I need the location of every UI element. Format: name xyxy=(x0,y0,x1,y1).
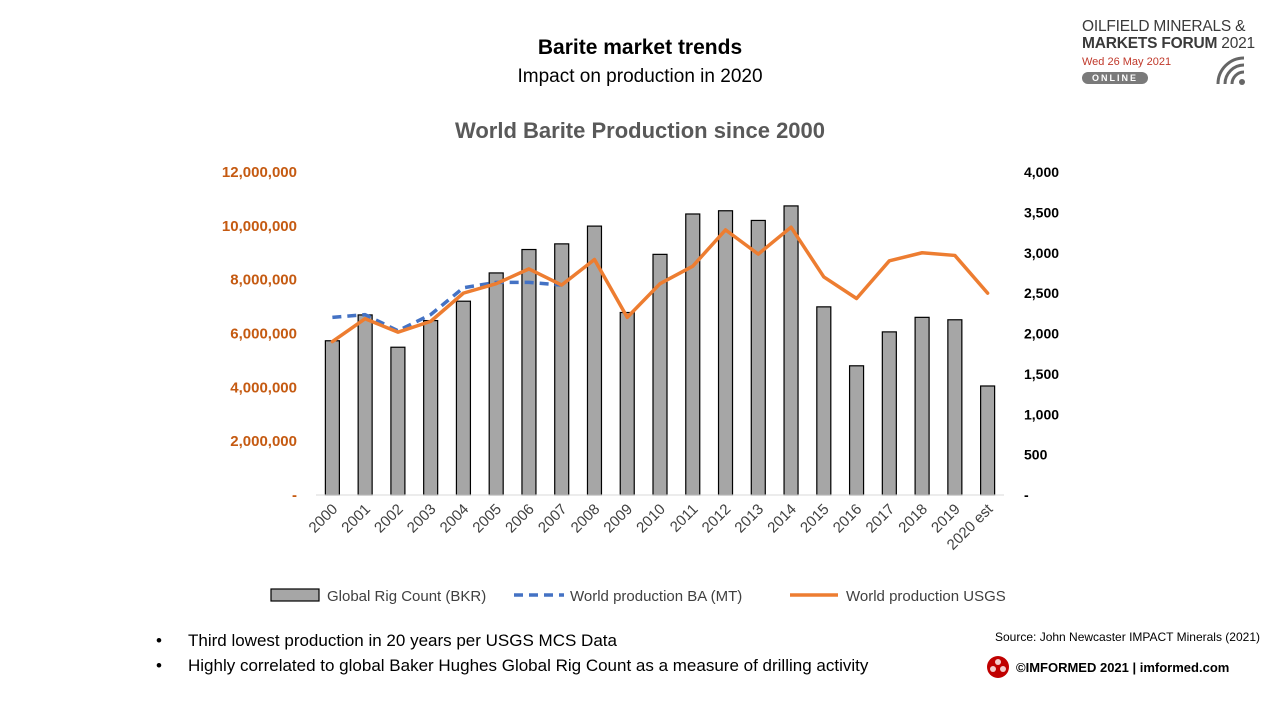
bar xyxy=(947,319,963,496)
bar xyxy=(685,213,701,496)
bar xyxy=(521,248,537,496)
bullet-list: • Third lowest production in 20 years per… xyxy=(152,630,868,680)
x-tick-label: 2006 xyxy=(502,501,538,537)
bars-group xyxy=(324,205,996,496)
y-right-tick-label: 2,500 xyxy=(1024,285,1059,301)
y-right-tick-label: 3,500 xyxy=(1024,204,1059,220)
bullet-item: • Third lowest production in 20 years per… xyxy=(152,630,868,655)
x-tick-label: 2009 xyxy=(600,501,636,537)
y-left-tick-label: 6,000,000 xyxy=(230,326,297,343)
y-left-tick-label: 4,000,000 xyxy=(230,379,297,396)
x-tick-label: 2003 xyxy=(404,501,440,537)
bar xyxy=(783,205,799,496)
x-tick-label: 2013 xyxy=(731,501,767,537)
bullet-dot: • xyxy=(156,656,162,675)
x-tick-label: 2016 xyxy=(830,501,866,537)
barite-chart: World Barite Production since 2000 - 2,00… xyxy=(222,118,1059,605)
bar xyxy=(816,306,832,496)
y-right-tick-label: 4,000 xyxy=(1024,164,1059,180)
x-tick-label: 2014 xyxy=(764,501,800,537)
x-tick-label: 2005 xyxy=(469,501,505,537)
x-tick-label: 2004 xyxy=(437,501,473,537)
bullet-dot: • xyxy=(156,631,162,650)
logo-date: Wed 26 May 2021 xyxy=(1082,56,1172,68)
y-left-ticks: - 2,000,000 4,000,000 6,000,000 8,000,000 10,… xyxy=(222,164,297,504)
bar xyxy=(848,365,865,496)
legend-label: World production BA (MT) xyxy=(570,588,742,605)
x-tick-label: 2001 xyxy=(338,501,374,537)
y-left-tick-label: 8,000,000 xyxy=(230,272,297,289)
bar xyxy=(717,210,734,496)
y-left-tick-label: 12,000,000 xyxy=(222,164,297,181)
bullet-text: Third lowest production in 20 years per … xyxy=(188,631,617,650)
legend-swatch-rig-count xyxy=(270,588,320,602)
bar xyxy=(750,219,766,496)
x-tick-label: 2018 xyxy=(895,501,931,537)
bar xyxy=(455,300,472,496)
bar xyxy=(914,316,930,496)
footer-brand-text: ©IMFORMED 2021 | imformed.com xyxy=(1016,659,1230,675)
bar xyxy=(324,340,340,496)
bullet-item: • Highly correlated to global Baker Hughe… xyxy=(152,655,868,680)
legend: Global Rig Count (BKR) World production B… xyxy=(270,588,1006,605)
imformed-globe-icon xyxy=(987,656,1009,678)
bar xyxy=(881,331,897,496)
y-right-tick-label: 2,000 xyxy=(1024,326,1059,342)
x-tick-label: 2010 xyxy=(633,501,669,537)
lines-group xyxy=(330,225,990,344)
x-tick-label: 2008 xyxy=(568,501,604,537)
x-ticks: 2000200120022003200420052006200720082009… xyxy=(306,500,997,553)
y-right-tick-label: 1,000 xyxy=(1024,406,1059,422)
logo-line2-year: 2021 xyxy=(1217,35,1255,52)
bar xyxy=(488,272,504,496)
y-right-tick-label: 500 xyxy=(1024,447,1048,463)
bar xyxy=(619,311,635,496)
legend-label: World production USGS xyxy=(846,588,1006,605)
x-tick-label: 2007 xyxy=(535,501,571,537)
x-tick-label: 2000 xyxy=(306,501,342,537)
source-note: Source: John Newcaster IMPACT Minerals (… xyxy=(995,630,1260,644)
y-right-tick-label: 1,500 xyxy=(1024,366,1059,382)
y-left-tick-label: - xyxy=(292,487,297,504)
logo-line2: MARKETS FORUM 2021 xyxy=(1082,35,1272,52)
bar xyxy=(357,314,373,496)
bullet-text: Highly correlated to global Baker Hughes… xyxy=(188,656,869,675)
y-right-ticks: - 500 1,000 1,500 2,000 2,500 3,000 3,500 4,000 xyxy=(1024,164,1059,503)
y-right-tick-label: - xyxy=(1024,487,1029,503)
slide-title: Barite market trends xyxy=(537,36,743,59)
slide-subtitle: Impact on production in 2020 xyxy=(517,66,763,87)
y-right-tick-label: 3,000 xyxy=(1024,245,1059,261)
logo-line2-bold: MARKETS FORUM xyxy=(1082,35,1218,52)
logo-line1: OILFIELD MINERALS & xyxy=(1082,18,1246,35)
x-tick-label: 2002 xyxy=(371,501,407,537)
forum-logo: OILFIELD MINERALS & MARKETS FORUM 2021 W… xyxy=(1082,18,1272,90)
bar xyxy=(980,385,996,496)
legend-label: Global Rig Count (BKR) xyxy=(327,588,486,605)
series-line-ba xyxy=(332,280,562,333)
y-left-tick-label: 10,000,000 xyxy=(222,218,297,235)
bar xyxy=(390,346,406,496)
x-tick-label: 2015 xyxy=(797,501,833,537)
series-line-usgs xyxy=(330,225,990,344)
bar xyxy=(423,319,439,496)
logo-badge: ONLINE xyxy=(1082,72,1149,84)
y-left-tick-label: 2,000,000 xyxy=(230,433,297,450)
signal-waves-icon xyxy=(1216,56,1245,85)
x-tick-label: 2017 xyxy=(863,501,899,537)
chart-title: World Barite Production since 2000 xyxy=(455,118,825,143)
x-tick-label: 2012 xyxy=(699,501,735,537)
footer-brand: ©IMFORMED 2021 | imformed.com xyxy=(986,653,1229,681)
x-tick-label: 2011 xyxy=(667,501,702,536)
